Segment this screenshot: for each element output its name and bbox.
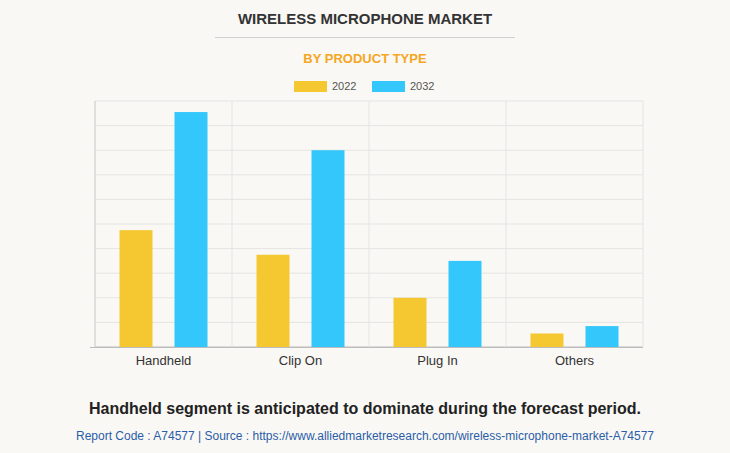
x-tick-label: Others	[555, 353, 595, 368]
bar	[586, 326, 619, 347]
chart: WIRELESS MICROPHONE MARKET BY PRODUCT TYP…	[0, 0, 730, 453]
subtitle: BY PRODUCT TYPE	[303, 51, 427, 66]
legend: 2022 2032	[294, 80, 434, 92]
vertical-grid-line	[643, 101, 644, 347]
vertical-grid-line	[506, 101, 507, 347]
x-tick-label: Plug In	[417, 353, 457, 368]
title-rule	[215, 37, 515, 38]
bar	[394, 298, 427, 347]
legend-swatch	[372, 81, 405, 92]
bar	[449, 261, 482, 347]
vertical-grid-line	[95, 101, 96, 347]
y-axis-line	[95, 101, 96, 347]
bar	[531, 333, 564, 347]
vertical-grid-line	[232, 101, 233, 347]
legend-label: 2032	[410, 80, 434, 92]
x-tick-label: Clip On	[279, 353, 322, 368]
bar	[257, 255, 290, 347]
x-axis-line	[90, 347, 643, 348]
background	[0, 0, 730, 453]
bar	[120, 230, 153, 347]
bar	[175, 112, 208, 347]
vertical-grid-line	[369, 101, 370, 347]
legend-swatch	[294, 81, 327, 92]
bar	[312, 150, 345, 347]
footer: Report Code : A74577 | Source : https://…	[76, 429, 654, 443]
legend-label: 2022	[332, 80, 356, 92]
x-tick-label: Handheld	[136, 353, 192, 368]
caption: Handheld segment is anticipated to domin…	[89, 400, 641, 417]
bars	[120, 112, 619, 347]
title: WIRELESS MICROPHONE MARKET	[238, 10, 492, 27]
